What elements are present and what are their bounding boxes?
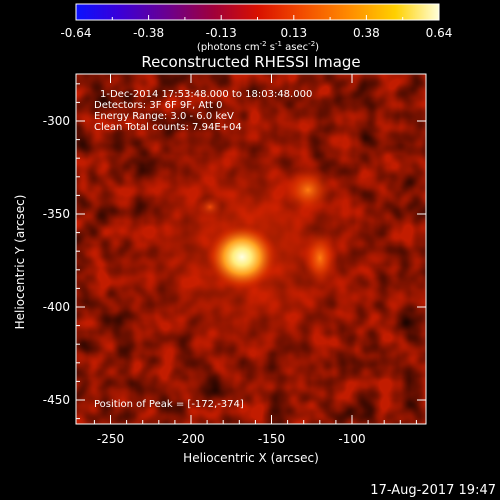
image-annotations: 1-Dec-2014 17:53:48.000 to 18:03:48.000 … bbox=[94, 89, 312, 410]
y-axis-ticks bbox=[76, 83, 426, 420]
plot-frame bbox=[75, 73, 427, 425]
annotation-clean: Clean Total counts: 7.94E+04 bbox=[94, 122, 242, 133]
annotation-detectors: Detectors: 3F 6F 9F, Att 0 bbox=[94, 100, 222, 111]
x-axis-ticks bbox=[93, 74, 417, 424]
x-tick-label: -100 bbox=[338, 432, 365, 446]
x-tick-label: -150 bbox=[258, 432, 285, 446]
secondary-source-e bbox=[302, 228, 338, 288]
colorbar-tick-label: 0.38 bbox=[353, 26, 380, 40]
y-tick-label: -350 bbox=[43, 207, 70, 221]
rhessi-image bbox=[76, 74, 426, 424]
colorbar-ticks bbox=[75, 15, 440, 20]
secondary-source-ne bbox=[282, 166, 334, 214]
x-tick-label: -200 bbox=[177, 432, 204, 446]
colorbar-tick-label: 0.64 bbox=[426, 26, 453, 40]
colorbar-tick-label: 0.13 bbox=[280, 26, 307, 40]
peak-source bbox=[206, 223, 278, 291]
x-tick-label: -250 bbox=[97, 432, 124, 446]
colorbar: -0.64 -0.38 -0.13 0.13 0.38 0.64 (photon… bbox=[60, 3, 453, 53]
x-axis-title: Heliocentric X (arcsec) bbox=[183, 451, 319, 465]
y-tick-label: -450 bbox=[43, 393, 70, 407]
annotation-energy: Energy Range: 3.0 - 6.0 keV bbox=[94, 111, 234, 122]
minor-source-nw bbox=[197, 196, 223, 218]
colorbar-tick-label: -0.64 bbox=[60, 26, 91, 40]
plot-title: Reconstructed RHESSI Image bbox=[141, 53, 360, 71]
annotation-time-range: 1-Dec-2014 17:53:48.000 to 18:03:48.000 bbox=[100, 89, 312, 100]
colorbar-tick-label: -0.13 bbox=[206, 26, 237, 40]
annotation-peak-position: Position of Peak = [-172,-374] bbox=[94, 399, 244, 410]
y-tick-label: -400 bbox=[43, 300, 70, 314]
colorbar-units: (photons cm-2 s-1 asec-2) bbox=[197, 40, 319, 53]
y-axis-title: Heliocentric Y (arcsec) bbox=[13, 195, 27, 330]
y-tick-label: -300 bbox=[43, 114, 70, 128]
colorbar-tick-label: -0.38 bbox=[133, 26, 164, 40]
plot-timestamp: 17-Aug-2017 19:47 bbox=[370, 483, 496, 498]
